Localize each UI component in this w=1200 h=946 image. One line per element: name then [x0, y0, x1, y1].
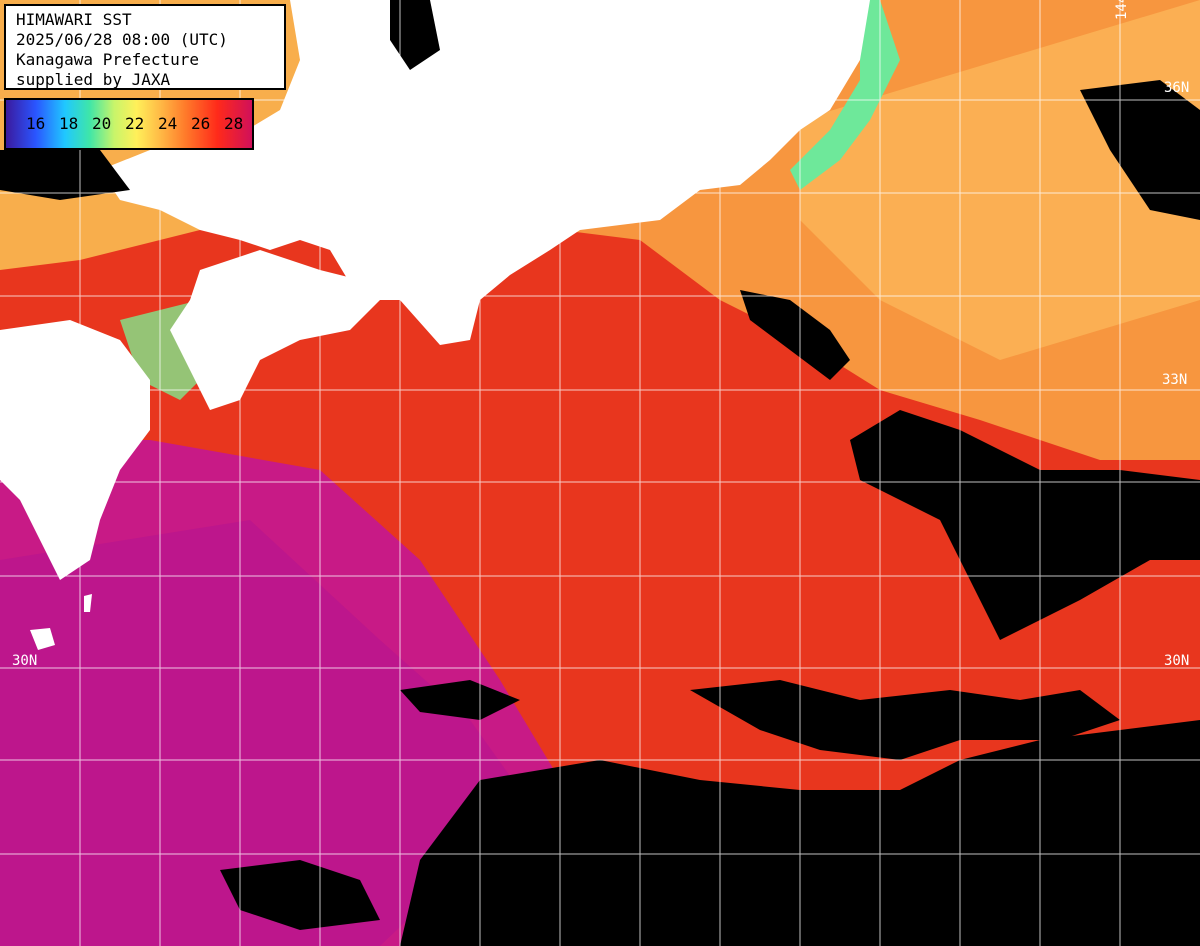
cloud-north	[0, 150, 130, 200]
cloud-sw-patch	[220, 860, 380, 930]
cloud-south-band	[690, 680, 1120, 760]
land-honshu	[100, 0, 870, 345]
data-source: supplied by JAXA	[16, 70, 171, 89]
colorbar-label: 26	[191, 114, 211, 133]
colorbar-labels: 16 18 20 22 24 26 28	[26, 114, 257, 133]
land-island-south	[30, 628, 55, 650]
land-island-south-2	[84, 594, 92, 612]
lat-label-30n-left: 30N	[12, 653, 38, 669]
coastal-cool-water	[790, 0, 900, 190]
lat-label-36n: 36N	[1164, 80, 1190, 96]
product-title: HIMAWARI SST	[16, 10, 132, 29]
colorbar-label: 18	[59, 114, 79, 133]
colorbar-label: 28	[224, 114, 244, 133]
timestamp: 2025/06/28 08:00 (UTC)	[16, 30, 228, 49]
lon-label-144e: 144E	[1114, 0, 1130, 20]
lat-label-33n: 33N	[1162, 372, 1188, 388]
publisher: Kanagawa Prefecture	[16, 50, 200, 69]
temperature-colorbar: 16 18 20 22 24 26 28	[4, 98, 254, 150]
cloud-center-east	[740, 290, 850, 380]
colorbar-label: 24	[158, 114, 178, 133]
colorbar-label: 16	[26, 114, 46, 133]
colorbar-label: 20	[92, 114, 112, 133]
lat-label-33-left: 33	[12, 372, 29, 388]
warm-water-band	[0, 520, 520, 946]
land-kyushu	[0, 320, 150, 580]
title-box: HIMAWARI SST 2025/06/28 08:00 (UTC) Kana…	[4, 4, 286, 90]
lat-label-30n-right: 30N	[1164, 653, 1190, 669]
cloud-mid-band	[400, 680, 520, 720]
colorbar-label: 22	[125, 114, 145, 133]
land-shikoku	[170, 250, 380, 410]
cloud-east	[850, 410, 1200, 640]
cloud-ne	[1080, 80, 1200, 220]
cloud-north-2	[390, 0, 440, 70]
